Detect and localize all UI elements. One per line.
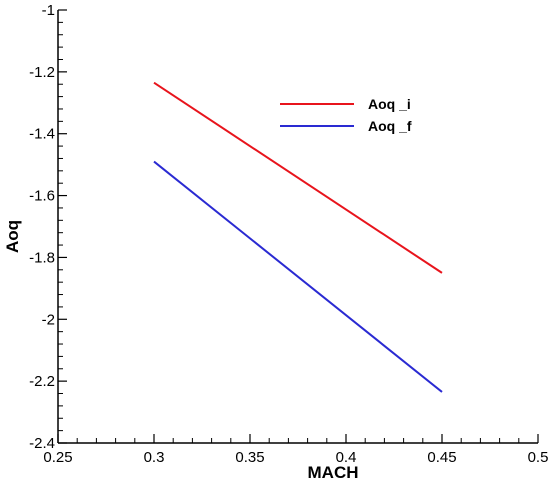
y-tick-label: -1.6 [29, 188, 55, 205]
series-line-2 [153, 160, 443, 393]
x-tick-label: 0.5 [528, 449, 549, 466]
y-tick-label: -2 [42, 311, 55, 328]
x-tick-label: 0.3 [144, 449, 165, 466]
x-axis-title: MACH [308, 463, 359, 482]
y-tick-label: -1 [42, 2, 55, 19]
x-tick-label: 0.4 [336, 449, 357, 466]
series-line-1 [153, 81, 443, 274]
y-tick-label: -1.4 [29, 126, 55, 143]
x-tick-label: 0.25 [43, 449, 72, 466]
legend: Aoq _i Aoq _f [280, 96, 412, 134]
y-tick-label: -2.4 [29, 435, 55, 452]
x-tick-label: 0.35 [235, 449, 264, 466]
legend-label-1: Aoq _i [368, 96, 411, 112]
axes [57, 10, 538, 444]
ticks: 0.25 0.3 0.35 0.4 0.45 0.5 -1 -1.2 -1.4 -1.6 -1.8 -… [29, 2, 548, 466]
series-layer [153, 81, 443, 393]
y-tick-label: -2.2 [29, 373, 55, 390]
x-tick-label: 0.45 [427, 449, 456, 466]
y-tick-label: -1.8 [29, 249, 55, 266]
y-axis-title: Aoq [3, 220, 22, 253]
legend-label-2: Aoq _f [368, 118, 412, 134]
y-tick-label: -1.2 [29, 64, 55, 81]
